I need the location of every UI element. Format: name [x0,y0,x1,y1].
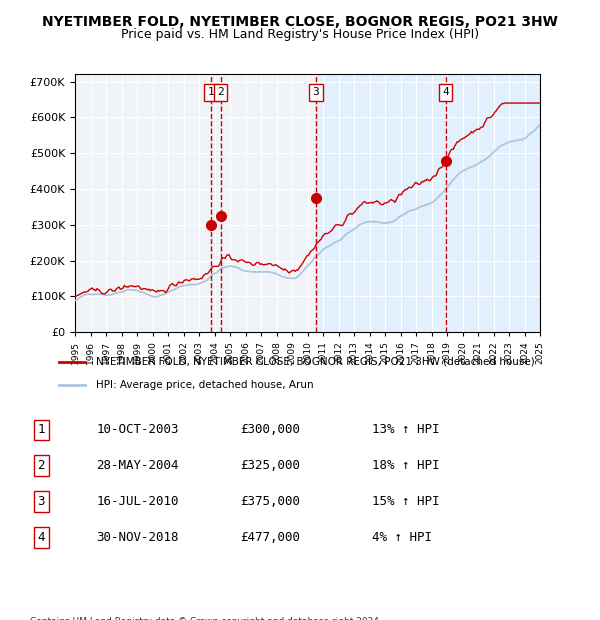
Text: £300,000: £300,000 [240,423,300,436]
Text: 4: 4 [37,531,45,544]
Text: £325,000: £325,000 [240,459,300,472]
Text: 28-MAY-2004: 28-MAY-2004 [96,459,179,472]
Text: 16-JUL-2010: 16-JUL-2010 [96,495,179,508]
Text: 3: 3 [37,495,45,508]
Text: 13% ↑ HPI: 13% ↑ HPI [372,423,440,436]
Text: Contains HM Land Registry data © Crown copyright and database right 2024.
This d: Contains HM Land Registry data © Crown c… [30,617,382,620]
Text: 18% ↑ HPI: 18% ↑ HPI [372,459,440,472]
Text: 2: 2 [37,459,45,472]
Text: HPI: Average price, detached house, Arun: HPI: Average price, detached house, Arun [95,380,313,390]
Text: 30-NOV-2018: 30-NOV-2018 [96,531,179,544]
Text: 15% ↑ HPI: 15% ↑ HPI [372,495,440,508]
Text: 4% ↑ HPI: 4% ↑ HPI [372,531,432,544]
Text: 3: 3 [313,87,319,97]
Text: NYETIMBER FOLD, NYETIMBER CLOSE, BOGNOR REGIS, PO21 3HW (detached house): NYETIMBER FOLD, NYETIMBER CLOSE, BOGNOR … [95,357,534,367]
Text: 1: 1 [208,87,214,97]
Bar [316,74,540,332]
Text: £375,000: £375,000 [240,495,300,508]
Text: 2: 2 [217,87,224,97]
Text: Price paid vs. HM Land Registry's House Price Index (HPI): Price paid vs. HM Land Registry's House … [121,28,479,41]
Text: 4: 4 [442,87,449,97]
Text: £477,000: £477,000 [240,531,300,544]
Text: 10-OCT-2003: 10-OCT-2003 [96,423,179,436]
Text: 1: 1 [37,423,45,436]
Text: NYETIMBER FOLD, NYETIMBER CLOSE, BOGNOR REGIS, PO21 3HW: NYETIMBER FOLD, NYETIMBER CLOSE, BOGNOR … [42,16,558,30]
